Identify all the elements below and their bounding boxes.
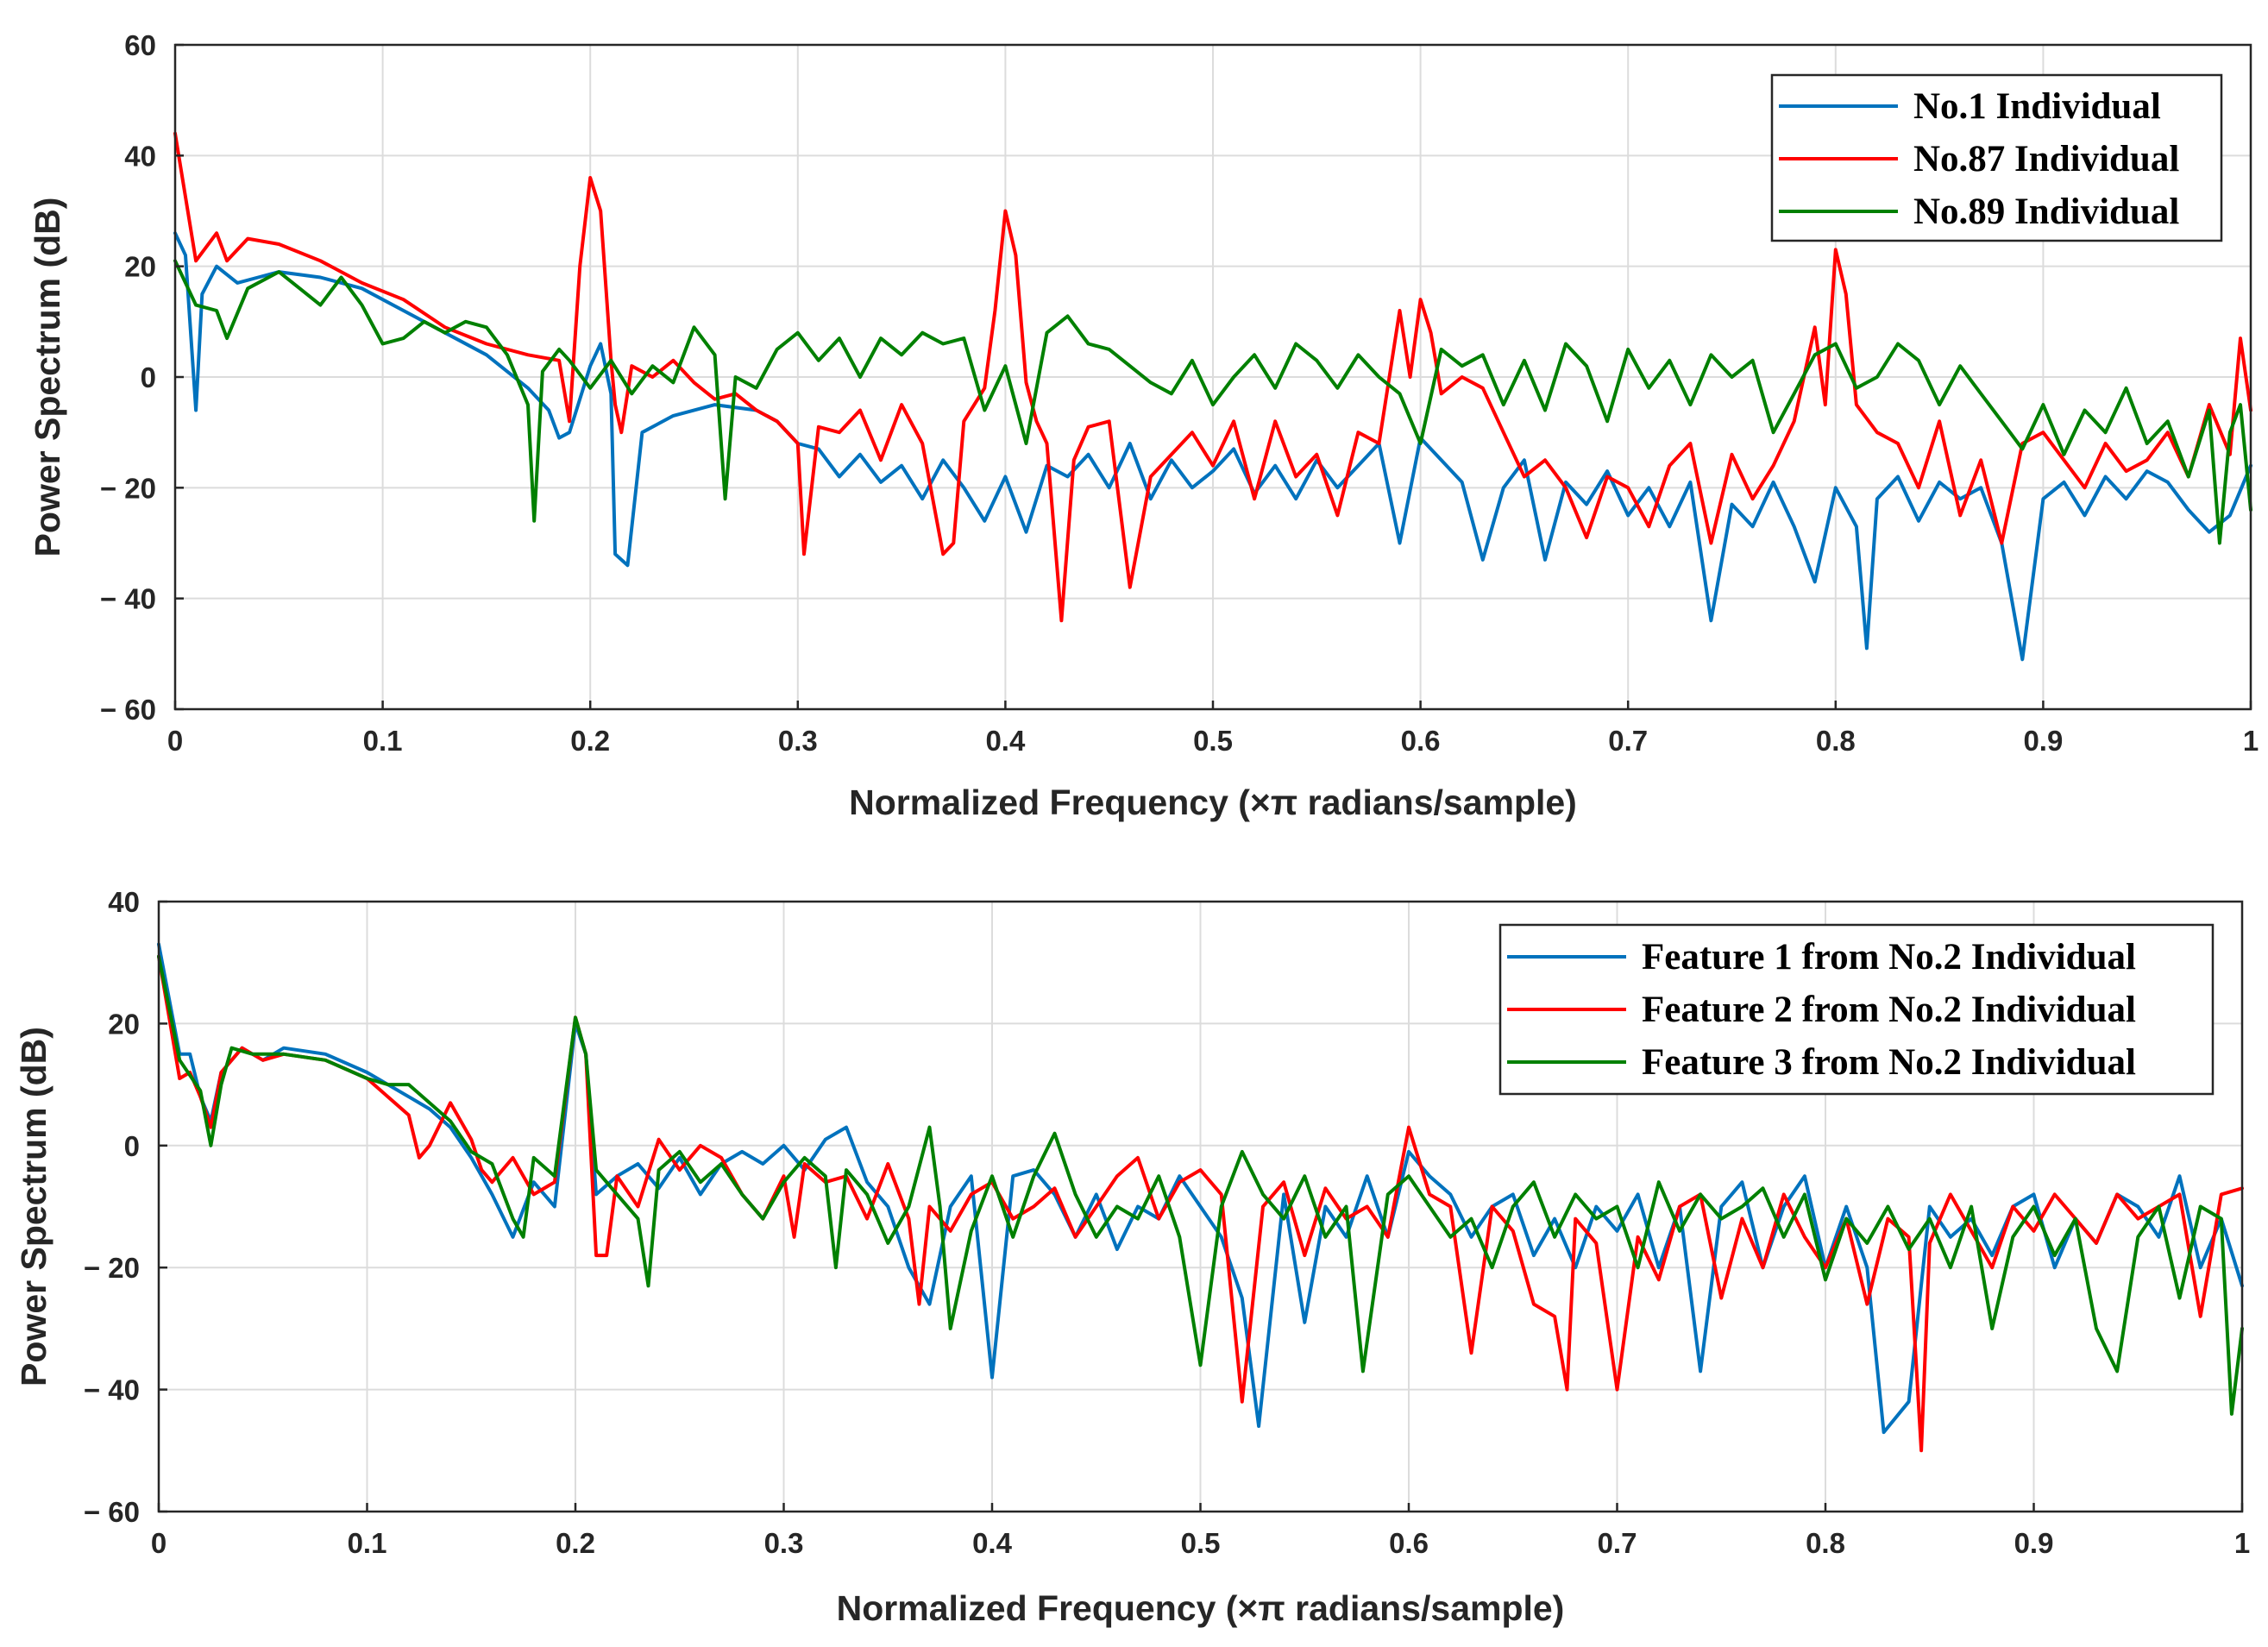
x-tick-label: 0.4: [972, 1527, 1013, 1559]
x-tick-label: 0.1: [348, 1527, 387, 1559]
bottom-chart-legend: Feature 1 from No.2 Individual Feature 2…: [1498, 923, 2215, 1096]
series-line-3: [157, 954, 2244, 1416]
x-tick-label: 0.2: [556, 1527, 595, 1559]
top-legend-label-no87: No.87 Individual: [1913, 139, 2179, 179]
top-chart-y-ticks: 60 40 20 0 − 20 − 40 − 60: [100, 29, 184, 726]
x-tick-label: 0.1: [363, 725, 403, 757]
bottom-legend-entry-feature3: Feature 3 from No.2 Individual: [1507, 1042, 2136, 1083]
top-chart-legend: No.1 Individual No.87 Individual No.89 I…: [1770, 73, 2223, 242]
x-tick-label: 0.3: [778, 725, 818, 757]
y-tick-label: 20: [124, 251, 156, 283]
y-tick-label: − 20: [100, 472, 156, 504]
bottom-legend-label-feature3: Feature 3 from No.2 Individual: [1642, 1042, 2136, 1083]
series-line-3: [173, 259, 2252, 545]
x-tick-label: 0.5: [1181, 1527, 1221, 1559]
x-tick-label: 0.9: [2014, 1527, 2054, 1559]
y-tick-label: 0: [124, 1130, 140, 1162]
bottom-legend-label-feature1: Feature 1 from No.2 Individual: [1642, 937, 2136, 978]
top-legend-label-no89: No.89 Individual: [1913, 192, 2179, 232]
top-legend-entry-no89: No.89 Individual: [1779, 192, 2179, 232]
top-chart-y-axis-label: Power Spectrum (dB): [28, 198, 67, 557]
x-tick-label: 0: [167, 725, 183, 757]
x-tick-label: 1: [2243, 725, 2259, 757]
series-line-2: [157, 954, 2244, 1453]
y-tick-label: − 60: [100, 694, 156, 726]
bottom-legend-label-feature2: Feature 2 from No.2 Individual: [1642, 990, 2136, 1030]
x-tick-label: 0.2: [570, 725, 610, 757]
bottom-chart: 0 0.1 0.2 0.3 0.4 0.5 0.6 0.7 0.8 0.9 1 40 20 0 − 20 −…: [14, 886, 2250, 1628]
x-tick-label: 0.7: [1598, 1527, 1637, 1559]
x-tick-label: 0.8: [1806, 1527, 1845, 1559]
top-legend-entry-no1: No.1 Individual: [1779, 86, 2161, 127]
bottom-legend-entry-feature2: Feature 2 from No.2 Individual: [1507, 990, 2136, 1030]
bottom-chart-y-ticks: 40 20 0 − 20 − 40 − 60: [84, 886, 167, 1528]
y-tick-label: 0: [141, 361, 156, 393]
y-tick-label: − 40: [84, 1374, 140, 1406]
bottom-chart-y-axis-label: Power Spectrum (dB): [14, 1027, 53, 1386]
y-tick-label: − 60: [84, 1496, 140, 1528]
x-tick-label: 0: [151, 1527, 166, 1559]
x-tick-label: 0.5: [1193, 725, 1233, 757]
y-tick-label: − 40: [100, 583, 156, 615]
x-tick-label: 0.7: [1608, 725, 1648, 757]
top-chart-lines: [173, 131, 2252, 662]
y-tick-label: − 20: [84, 1252, 140, 1284]
x-tick-label: 0.9: [2023, 725, 2063, 757]
y-tick-label: 40: [124, 140, 156, 172]
top-chart: 0 0.1 0.2 0.3 0.4 0.5 0.6 0.7 0.8 0.9 1 60 40 20 0 − 2…: [28, 29, 2259, 822]
top-legend-entry-no87: No.87 Individual: [1779, 139, 2179, 179]
series-line-2: [173, 131, 2252, 623]
bottom-chart-lines: [157, 942, 2244, 1453]
x-tick-label: 1: [2234, 1527, 2250, 1559]
y-tick-label: 40: [108, 886, 140, 918]
y-tick-label: 20: [108, 1008, 140, 1040]
top-legend-label-no1: No.1 Individual: [1913, 86, 2161, 127]
x-tick-label: 0.4: [985, 725, 1026, 757]
top-chart-x-axis-label: Normalized Frequency (×π radians/sample): [849, 783, 1577, 822]
x-tick-label: 0.8: [1816, 725, 1856, 757]
bottom-legend-entry-feature1: Feature 1 from No.2 Individual: [1507, 937, 2136, 978]
y-tick-label: 60: [124, 29, 156, 61]
top-chart-x-ticks: 0 0.1 0.2 0.3 0.4 0.5 0.6 0.7 0.8 0.9 1: [167, 701, 2259, 757]
bottom-chart-x-ticks: 0 0.1 0.2 0.3 0.4 0.5 0.6 0.7 0.8 0.9 1: [151, 1503, 2250, 1559]
x-tick-label: 0.6: [1389, 1527, 1429, 1559]
x-tick-label: 0.6: [1401, 725, 1441, 757]
x-tick-label: 0.3: [764, 1527, 804, 1559]
bottom-chart-x-axis-label: Normalized Frequency (×π radians/sample): [837, 1588, 1565, 1628]
